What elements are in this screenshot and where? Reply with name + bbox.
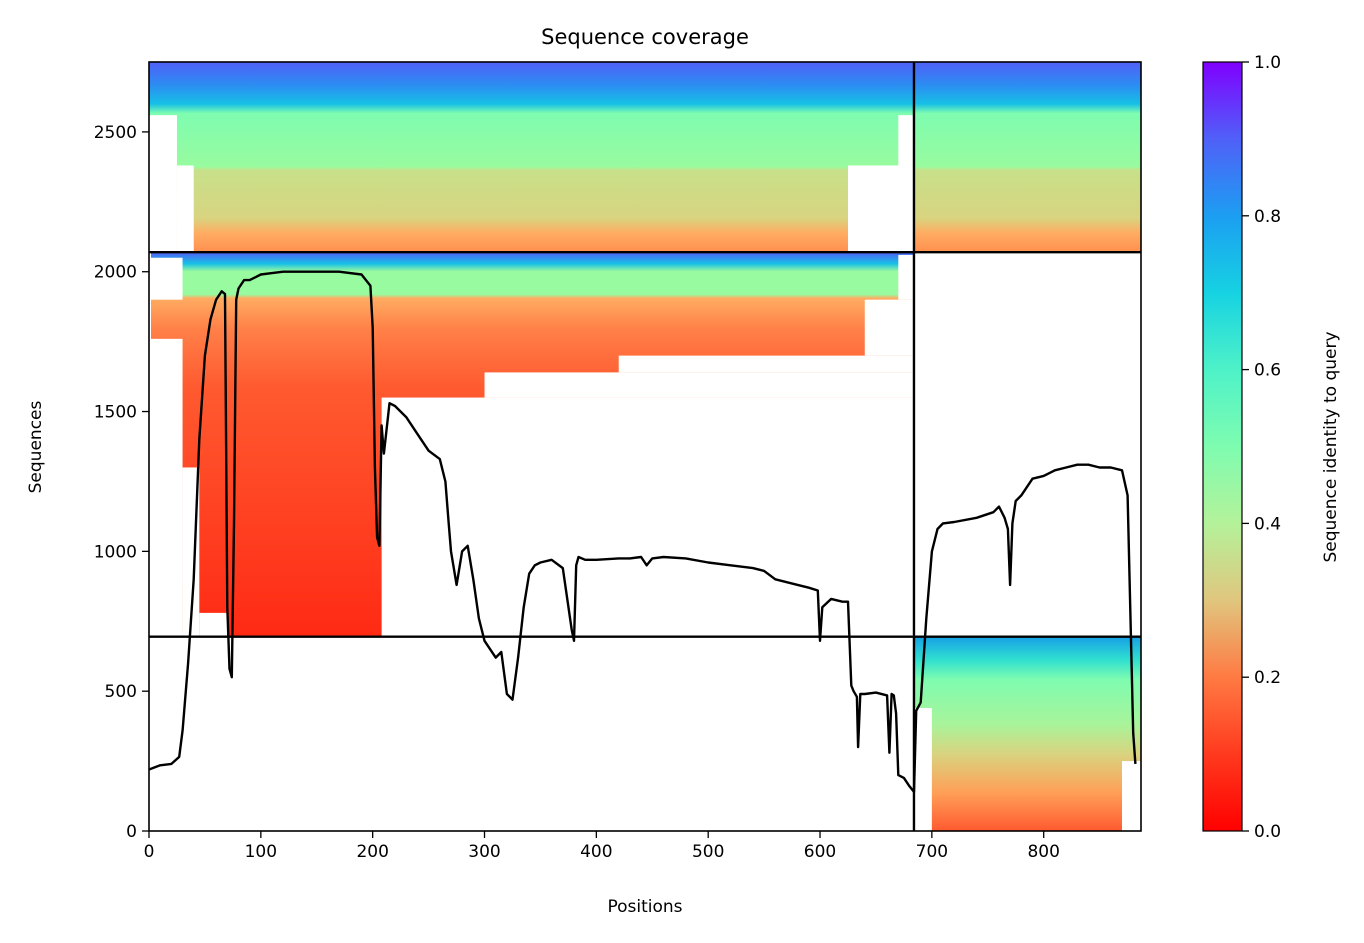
x-tick-label: 100 — [245, 842, 277, 862]
uncovered-region — [149, 115, 177, 253]
x-axis-label: Positions — [607, 897, 682, 917]
colorbar-tick-label: 0.0 — [1254, 822, 1281, 842]
uncovered-region — [381, 397, 914, 637]
block-boundaries — [149, 62, 1141, 831]
uncovered-region — [1121, 761, 1141, 831]
colorbar-axis: 0.0 0.2 0.4 0.6 0.8 1.0 — [1242, 53, 1281, 842]
uncovered-region — [182, 467, 200, 637]
x-tick-label: 400 — [580, 842, 612, 862]
uncovered-region — [618, 355, 914, 373]
uncovered-region — [176, 165, 194, 253]
coverage-line — [149, 270, 1137, 794]
coverage-line-layer — [149, 270, 1137, 794]
uncovered-region — [898, 115, 914, 166]
colorbar-tick-label: 1.0 — [1254, 53, 1281, 73]
colorbar-tick-label: 0.2 — [1254, 668, 1281, 688]
x-tick-label: 300 — [468, 842, 500, 862]
x-tick-label: 700 — [916, 842, 948, 862]
uncovered-region — [149, 338, 183, 637]
x-tick-label: 600 — [804, 842, 836, 862]
uncovered-region — [913, 707, 932, 831]
x-tick-label: 200 — [356, 842, 388, 862]
y-tick-label: 0 — [126, 822, 137, 842]
x-axis: 0 100 200 300 400 500 600 700 800 — [144, 831, 1060, 862]
colorbar-tick-label: 0.8 — [1254, 207, 1281, 227]
coverage-block — [913, 636, 1141, 831]
colorbar-tick-label: 0.6 — [1254, 361, 1281, 381]
y-tick-label: 2000 — [94, 263, 137, 283]
uncovered-region — [149, 257, 183, 300]
uncovered-region — [484, 372, 914, 398]
y-axis-label: Sequences — [26, 401, 46, 494]
x-tick-label: 500 — [692, 842, 724, 862]
y-tick-label: 1000 — [94, 542, 137, 562]
coverage-block — [149, 62, 914, 253]
colorbar — [1202, 61, 1243, 832]
chart-title: Sequence coverage — [541, 25, 749, 49]
x-tick-label: 0 — [144, 842, 155, 862]
y-tick-label: 500 — [105, 682, 137, 702]
colorbar-label: Sequence identity to query — [1321, 331, 1341, 562]
x-tick-label: 800 — [1027, 842, 1059, 862]
uncovered-region — [847, 165, 914, 253]
uncovered-region — [864, 299, 914, 356]
uncovered-region — [898, 254, 914, 300]
coverage-block — [913, 62, 1141, 253]
uncovered-region — [199, 612, 228, 637]
plot-frame — [148, 61, 1142, 832]
y-tick-label: 1500 — [94, 403, 137, 423]
y-tick-label: 2500 — [94, 123, 137, 143]
coverage-heatmap — [149, 62, 1141, 831]
colorbar-tick-label: 0.4 — [1254, 514, 1281, 534]
y-axis: 0 500 1000 1500 2000 2500 — [94, 123, 149, 842]
